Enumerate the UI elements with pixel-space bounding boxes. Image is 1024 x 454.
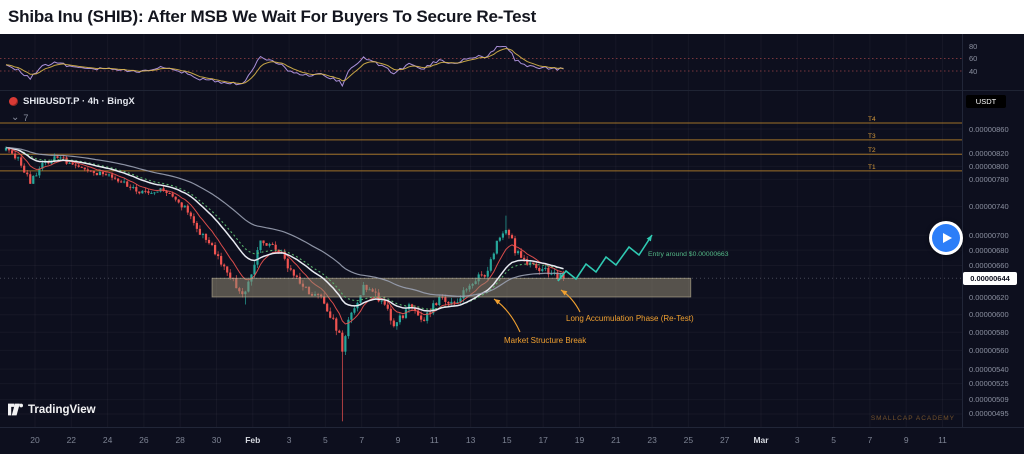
time-tick-label: 7	[359, 435, 365, 445]
time-tick-label: Mar	[753, 435, 769, 445]
time-tick-label: 21	[611, 435, 621, 445]
time-tick-label: 25	[683, 435, 694, 445]
grid-lines	[0, 34, 1024, 427]
time-tick-label: 9	[903, 435, 909, 445]
last-price-badge: 0.00000644	[963, 272, 1017, 285]
t-line-label: T2	[868, 147, 876, 154]
indicator-legend[interactable]: ⌄ 7	[11, 112, 29, 124]
oscillator-tick-label: 40	[969, 66, 978, 76]
price-tick-label: 0.00000509	[969, 395, 1009, 405]
brand-watermark: SMALLCAP ACADEMY	[870, 415, 955, 422]
symbol-description[interactable]: SHIBUSDT.P · 4h · BingX	[23, 96, 135, 107]
support-zone-layer	[0, 277, 962, 298]
price-tick-label: 0.00000580	[969, 327, 1009, 337]
oscillator-tick-label: 60	[969, 54, 978, 63]
time-tick-label: Feb	[245, 435, 261, 445]
projection-arrow[interactable]	[557, 234, 653, 282]
time-tick-label: 30	[211, 435, 222, 445]
chevron-down-icon[interactable]: ⌄	[11, 112, 20, 123]
price-tick-label: 0.00000660	[969, 261, 1009, 271]
time-tick-label: 23	[647, 435, 657, 445]
t-line-label: T4	[868, 116, 876, 123]
t-lines: T4 T3 T2 T1	[0, 116, 962, 172]
tradingview-logo-icon	[8, 403, 23, 416]
price-tick-label: 0.00000740	[969, 202, 1009, 212]
time-tick-label: 11	[938, 435, 947, 445]
time-tick-label: 7	[867, 435, 873, 445]
price-tick-label: 0.00000600	[969, 310, 1009, 320]
accumulation-annotation: Long Accumulation Phase (Re-Test)	[566, 314, 694, 323]
moving-averages	[5, 146, 564, 312]
time-tick-label: 20	[30, 435, 40, 445]
price-tick-label: 0.00000800	[969, 161, 1009, 171]
msb-annotation: Market Structure Break	[504, 336, 587, 345]
time-tick-label: 5	[323, 435, 328, 445]
video-play-button[interactable]	[929, 221, 963, 255]
chart-plot[interactable]: T4 T3 T2 T1	[0, 34, 1024, 427]
t-line-label: T3	[868, 133, 876, 140]
price-tick-label: 0.00000860	[969, 124, 1009, 134]
price-tick-label: 0.00000540	[969, 364, 1009, 374]
price-tick-label: 0.00000780	[969, 174, 1009, 184]
t-line-label: T1	[868, 164, 876, 171]
oscillator-pane	[0, 45, 962, 88]
time-tick-label: 13	[465, 435, 476, 445]
time-tick-label: 27	[719, 435, 730, 445]
time-tick-label: 24	[102, 435, 113, 445]
tradingview-chart[interactable]: T4 T3 T2 T1 SHIBUSDT.P · 4h · BingX ⌄ 7 80 6…	[0, 34, 1024, 454]
time-tick-label: 17	[538, 435, 548, 445]
time-tick-label: 11	[429, 435, 439, 445]
projection-layer	[557, 234, 653, 282]
price-tick-label: 0.00000495	[969, 409, 1009, 419]
time-tick-label: 28	[175, 435, 185, 445]
price-tick-label: 0.00000680	[969, 245, 1009, 255]
page-title: Shiba Inu (SHIB): After MSB We Wait For …	[8, 7, 537, 26]
price-tick-label: 0.00000620	[969, 293, 1009, 303]
annotation-arrows	[493, 289, 581, 333]
tradingview-watermark[interactable]: TradingView	[8, 403, 96, 416]
time-scale[interactable]: 20 22 24 26 28 30 Feb 3 5 7 9 11 13 15 17 19 21 23 25 27 Mar…	[0, 427, 1024, 454]
play-icon	[932, 224, 960, 252]
oscillator-tick-label: 80	[969, 41, 978, 51]
price-tick-label: 0.00000700	[969, 230, 1009, 240]
time-tick-label: 3	[794, 435, 800, 445]
page-header: Shiba Inu (SHIB): After MSB We Wait For …	[0, 0, 1024, 34]
support-zone[interactable]	[211, 277, 692, 298]
price-tick-label: 0.00000560	[969, 345, 1009, 355]
price-tick-label: 0.00000820	[969, 149, 1009, 159]
time-tick-label: 3	[286, 435, 292, 445]
price-scale[interactable]: 80 60 40 0.00000860 0.00000820 0.00000800 0.00…	[962, 34, 1024, 427]
symbol-legend[interactable]: SHIBUSDT.P · 4h · BingX	[9, 96, 135, 107]
tradingview-watermark-label: TradingView	[28, 403, 96, 416]
time-tick-label: 22	[66, 435, 77, 445]
entry-annotation: Entry around $0.00000663	[648, 251, 729, 258]
play-triangle-icon	[943, 233, 952, 243]
time-tick-label: 9	[395, 435, 401, 445]
time-tick-label: 5	[831, 435, 836, 445]
time-tick-label: 26	[139, 435, 149, 445]
time-tick-label: 19	[574, 435, 585, 445]
indicator-count: 7	[23, 113, 29, 123]
time-tick-label: 15	[502, 435, 512, 445]
currency-badge[interactable]: USDT	[966, 95, 1006, 108]
price-tick-label: 0.00000525	[969, 379, 1009, 389]
exchange-logo-icon	[9, 97, 18, 106]
